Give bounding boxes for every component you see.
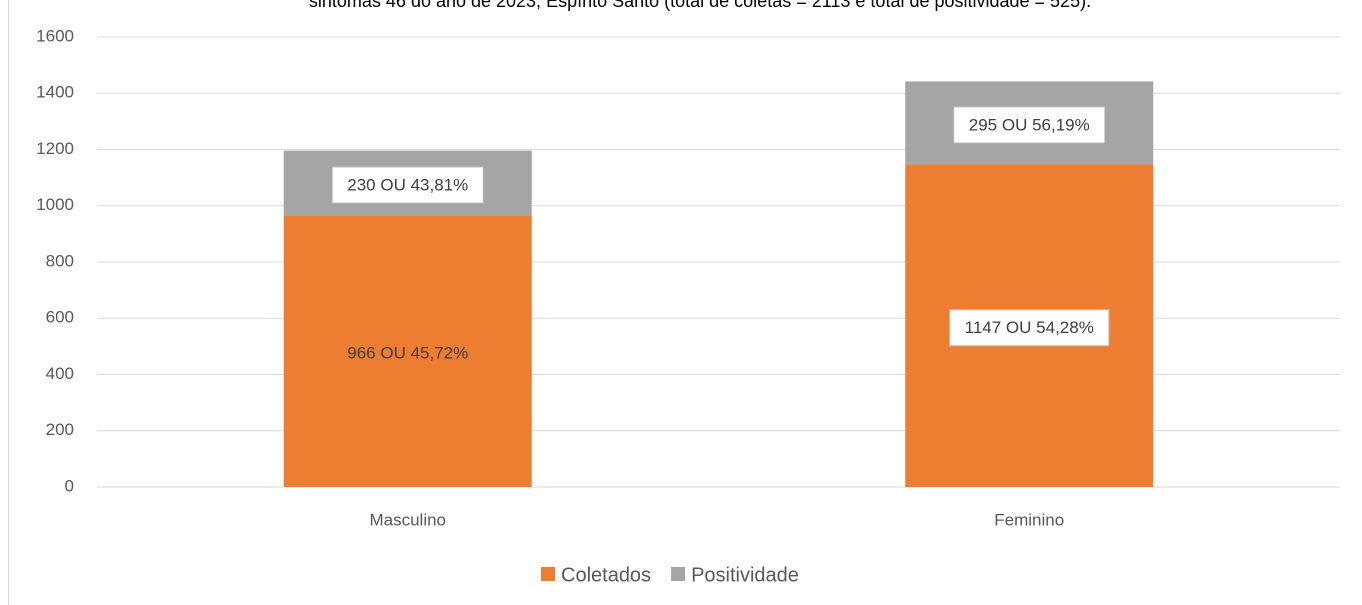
chart-title: sintomas 46 do ano de 2023, Espírito San… — [309, 0, 1091, 11]
data-label: 295 OU 56,19% — [969, 115, 1090, 134]
y-tick-label: 1000 — [36, 195, 74, 214]
x-tick-label: Masculino — [369, 510, 446, 529]
legend-swatch — [541, 567, 555, 581]
y-tick-label: 1200 — [36, 139, 74, 158]
data-label: 1147 OU 54,28% — [965, 318, 1094, 337]
data-label-box — [949, 309, 1110, 347]
data-label-box — [331, 166, 484, 204]
data-label-box — [953, 106, 1106, 144]
bar-segment — [283, 215, 532, 487]
legend-label: Coletados — [561, 564, 651, 586]
data-label: 230 OU 43,81% — [347, 175, 468, 194]
legend-label: Positividade — [691, 564, 799, 586]
y-tick-label: 0 — [65, 476, 74, 495]
legend-swatch — [671, 567, 686, 581]
y-tick-label: 200 — [46, 420, 74, 439]
y-tick-label: 800 — [46, 251, 74, 270]
y-tick-label: 400 — [46, 364, 74, 383]
x-tick-label: Feminino — [994, 510, 1064, 529]
y-tick-label: 1400 — [36, 83, 74, 102]
y-tick-label: 1600 — [36, 26, 74, 45]
data-label: 966 OU 45,72% — [347, 344, 468, 363]
y-tick-label: 600 — [46, 308, 74, 327]
